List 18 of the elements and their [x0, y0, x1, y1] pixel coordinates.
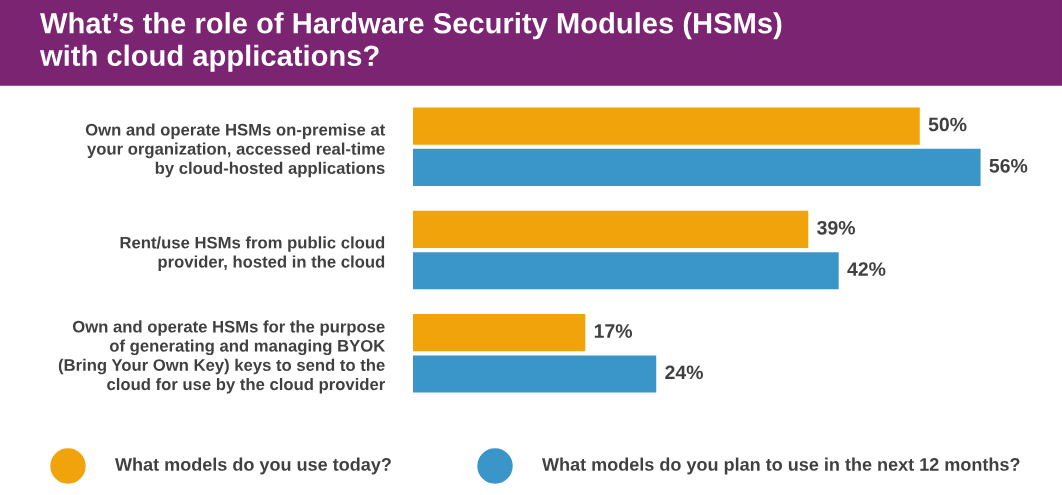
- data-label: 24%: [665, 365, 703, 380]
- legend-label: What models do you use today?: [115, 457, 391, 475]
- bar: [413, 210, 809, 249]
- data-label: 39%: [817, 220, 856, 235]
- y-tick-label: Own and operate HSMs for the purpose of generating and managing BYOK (Bring Your Own Key) keys to send to the cloud for use by the cloud provider: [58, 320, 386, 394]
- bar: [413, 252, 839, 290]
- data-label: 50%: [928, 117, 967, 132]
- chart-title: What’s the role of Hardware Security Modules (HSMs) with cloud applications?: [39, 12, 782, 72]
- bar: [413, 355, 657, 393]
- data-label: 56%: [989, 158, 1028, 173]
- bar: [413, 314, 586, 352]
- legend-label: What models do you plan to use in the next 12 months?: [542, 457, 1020, 475]
- bar: [413, 148, 981, 187]
- data-label: 17%: [594, 324, 633, 338]
- y-tick-label: Rent/use HSMs from public cloud provider, hosted in the cloud: [120, 236, 385, 271]
- bar: [413, 107, 920, 145]
- data-label: 42%: [847, 262, 886, 276]
- y-tick-label: Own and operate HSMs on-premise at your organization, accessed real-time by cloud-hosted applications: [85, 123, 386, 178]
